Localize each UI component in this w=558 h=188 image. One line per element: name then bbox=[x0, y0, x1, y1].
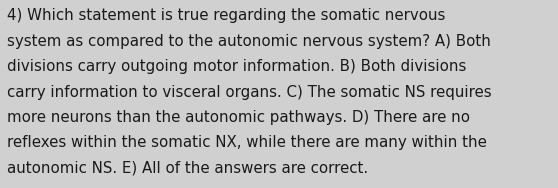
Text: autonomic NS. E) All of the answers are correct.: autonomic NS. E) All of the answers are … bbox=[7, 161, 368, 176]
Text: reflexes within the somatic NX, while there are many within the: reflexes within the somatic NX, while th… bbox=[7, 135, 487, 150]
Text: carry information to visceral organs. C) The somatic NS requires: carry information to visceral organs. C)… bbox=[7, 85, 492, 100]
Text: divisions carry outgoing motor information. B) Both divisions: divisions carry outgoing motor informati… bbox=[7, 59, 466, 74]
Text: 4) Which statement is true regarding the somatic nervous: 4) Which statement is true regarding the… bbox=[7, 8, 446, 24]
Text: more neurons than the autonomic pathways. D) There are no: more neurons than the autonomic pathways… bbox=[7, 110, 470, 125]
Text: system as compared to the autonomic nervous system? A) Both: system as compared to the autonomic nerv… bbox=[7, 34, 491, 49]
